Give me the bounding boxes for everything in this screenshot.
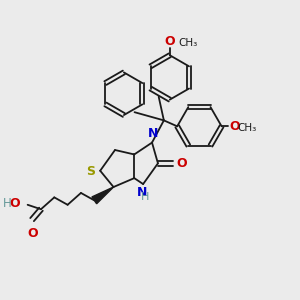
Text: N: N [148,127,159,140]
Text: CH₃: CH₃ [237,123,256,133]
Polygon shape [92,187,113,204]
Text: H: H [140,192,149,202]
Text: O: O [176,157,187,170]
Text: O: O [27,227,38,240]
Text: CH₃: CH₃ [179,38,198,47]
Text: S: S [86,165,95,178]
Text: H: H [3,197,11,210]
Text: O: O [10,197,20,210]
Text: O: O [164,34,175,47]
Text: N: N [136,185,147,199]
Text: O: O [229,120,240,133]
